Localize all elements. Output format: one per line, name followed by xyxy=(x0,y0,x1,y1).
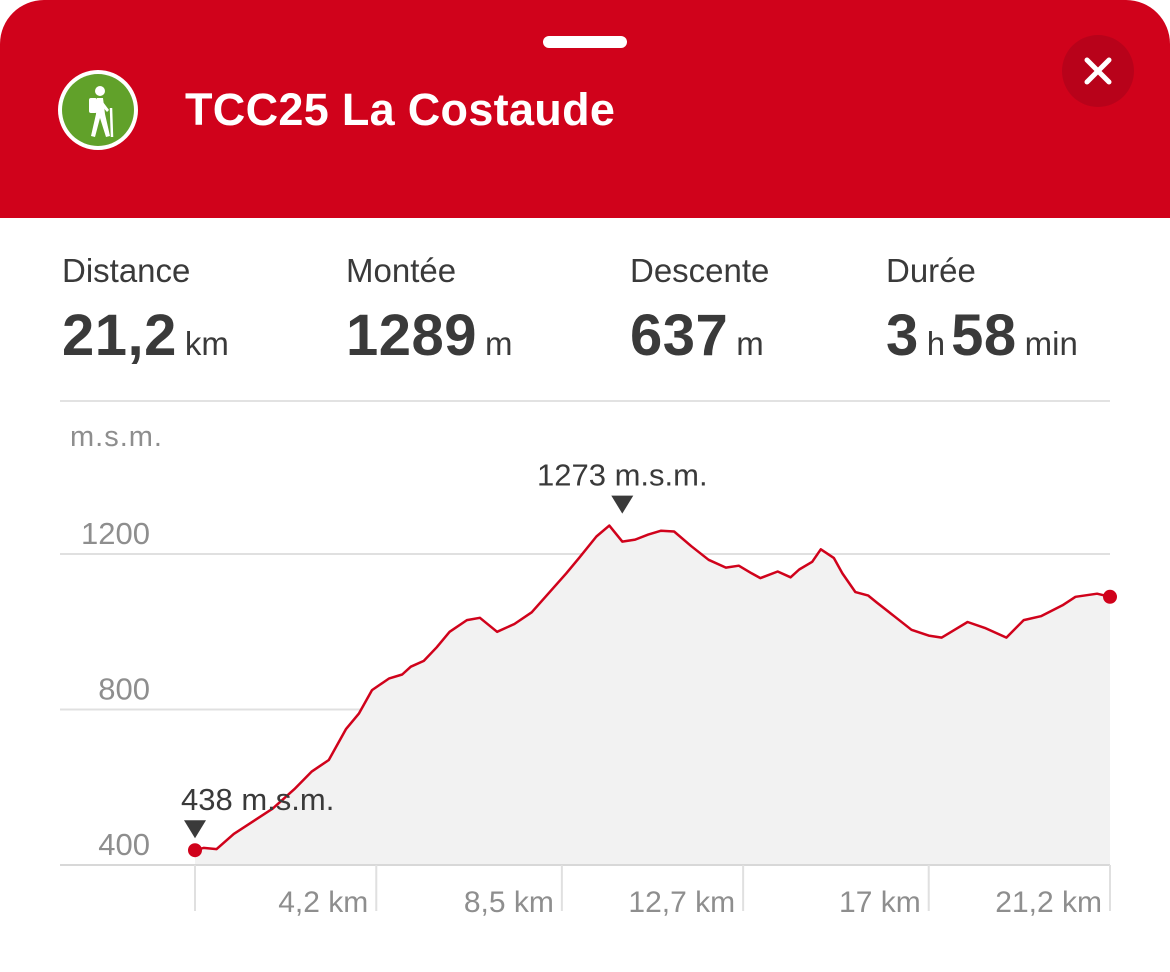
stat-label: Descente xyxy=(630,252,770,289)
elevation-line xyxy=(194,524,1111,852)
sheet-grabber[interactable] xyxy=(543,36,627,48)
stat-value: 1289 m xyxy=(346,302,519,369)
distance-value: 21,2 xyxy=(62,303,177,368)
duration-hours: 3 xyxy=(886,303,919,368)
stat-label: Distance xyxy=(62,252,191,289)
x-tick-label: 4,2 km xyxy=(278,886,368,919)
y-axis-label: m.s.m. xyxy=(70,421,163,453)
descent-value: 637 xyxy=(630,303,729,368)
y-tick-label: 400 xyxy=(98,827,150,862)
x-tick-label: 17 km xyxy=(839,886,921,919)
annotation-marker xyxy=(611,495,634,514)
x-tick-label: 12,7 km xyxy=(628,886,735,919)
stat-value: 637 m xyxy=(630,302,770,369)
end-point xyxy=(1103,589,1117,604)
annotation-label: 1273 m.s.m. xyxy=(537,458,708,493)
descent-unit: m xyxy=(736,325,764,362)
stat-value: 21,2 km xyxy=(62,302,235,369)
x-tick-label: 21,2 km xyxy=(995,886,1102,919)
close-icon xyxy=(1084,57,1112,85)
stat-value: 3 h 58 min xyxy=(886,302,1084,369)
stat-duration: Durée 3 h 58 min xyxy=(886,252,1084,369)
duration-hours-unit: h xyxy=(926,325,946,362)
hiker-icon xyxy=(58,70,138,150)
elevation-area xyxy=(195,525,1110,865)
sheet-header: TCC25 La Costaude xyxy=(0,0,1170,218)
close-button[interactable] xyxy=(1062,35,1134,107)
duration-minutes-unit: min xyxy=(1024,325,1078,362)
stat-label: Montée xyxy=(346,252,457,289)
annotation-marker xyxy=(184,820,206,839)
y-tick-label: 1200 xyxy=(81,516,150,551)
ascent-value: 1289 xyxy=(346,303,478,368)
stat-descent: Descente 637 m xyxy=(630,252,770,369)
route-title: TCC25 La Costaude xyxy=(185,84,616,135)
annotation-label: 438 m.s.m. xyxy=(181,782,334,817)
stat-ascent: Montée 1289 m xyxy=(346,252,519,369)
distance-unit: km xyxy=(184,325,229,362)
stats-divider xyxy=(60,400,1110,402)
duration-minutes: 58 xyxy=(951,303,1017,368)
stat-label: Durée xyxy=(886,252,976,289)
ascent-unit: m xyxy=(485,325,513,362)
start-point xyxy=(188,843,202,858)
stat-distance: Distance 21,2 km xyxy=(62,252,235,369)
y-tick-label: 800 xyxy=(98,672,150,707)
x-tick-label: 8,5 km xyxy=(464,886,554,919)
